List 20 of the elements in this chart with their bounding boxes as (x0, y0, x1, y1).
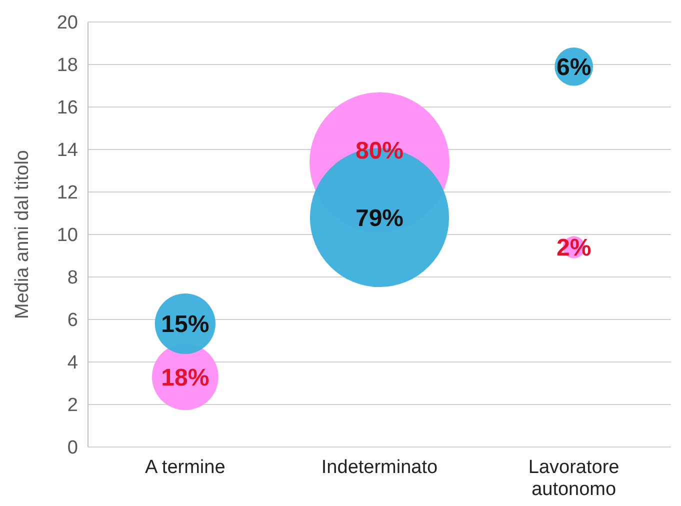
y-tick-label: 2 (67, 395, 78, 416)
annotation: 6% (556, 54, 592, 82)
y-tick-label: 16 (56, 98, 78, 119)
y-tick-label: 10 (56, 225, 78, 246)
y-tick-label: 12 (56, 182, 78, 204)
annotation: 18% (161, 364, 210, 392)
y-tick-label: 8 (67, 268, 78, 289)
y-tick-label: 14 (56, 140, 78, 162)
y-tick-label: 4 (67, 352, 78, 374)
y-tick-label: 18 (56, 55, 78, 76)
y-tick-label: 6 (67, 310, 78, 332)
annotation: 2% (556, 234, 592, 262)
y-axis-title: Media anni dal titolo (12, 150, 33, 319)
annotation: 79% (355, 204, 404, 232)
annotation: 15% (161, 311, 210, 338)
x-tick-label: Indeterminato (321, 457, 438, 478)
y-tick-label: 0 (67, 438, 78, 459)
y-tick-label: 20 (56, 12, 78, 34)
x-tick-label: A termine (145, 457, 226, 478)
x-tick-label: Lavoratore autonomo (528, 457, 620, 500)
